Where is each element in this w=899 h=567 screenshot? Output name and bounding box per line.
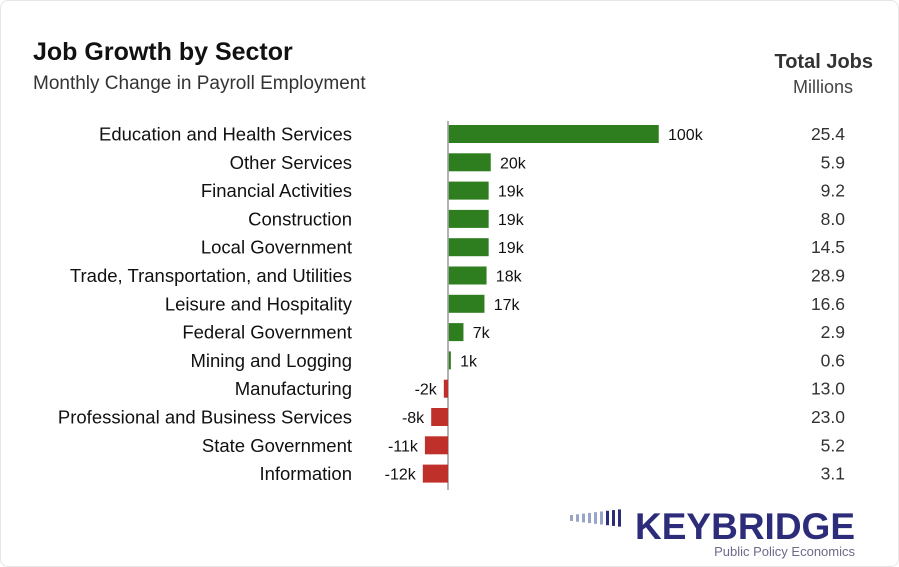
logo-stripes-icon <box>570 509 621 527</box>
logo-stripe <box>612 510 615 526</box>
bar <box>448 323 464 342</box>
category-label: Information <box>259 463 352 484</box>
total-jobs-unit: Millions <box>792 77 853 97</box>
labels-layer: Education and Health Services 100k 25.4 Oth… <box>58 124 845 485</box>
total-jobs-value: 8.0 <box>821 209 846 229</box>
bar <box>448 238 489 257</box>
value-label: 19k <box>498 212 525 229</box>
bars-layer <box>422 121 659 490</box>
logo-wordmark: KEYBRIDGE <box>635 506 855 547</box>
bar <box>443 379 448 398</box>
logo-stripe <box>588 512 591 524</box>
value-label: 19k <box>498 184 525 201</box>
category-label: Education and Health Services <box>99 124 352 145</box>
total-jobs-value: 5.2 <box>821 435 845 455</box>
category-label: Trade, Transportation, and Utilities <box>70 265 352 286</box>
total-jobs-value: 25.4 <box>811 124 845 144</box>
chart-subtitle: Monthly Change in Payroll Employment <box>33 73 366 94</box>
value-label: 100k <box>668 127 704 144</box>
keybridge-logo: KEYBRIDGE Public Policy Economics <box>570 506 855 559</box>
total-jobs-value: 28.9 <box>811 266 845 286</box>
value-label: 1k <box>460 353 478 370</box>
total-jobs-value: 2.9 <box>821 322 845 342</box>
bar <box>448 125 659 143</box>
total-jobs-value: 0.6 <box>821 350 845 370</box>
logo-stripe <box>594 512 597 524</box>
value-label: 19k <box>498 240 525 257</box>
bar <box>424 436 448 455</box>
category-label: Construction <box>248 208 352 229</box>
category-label: Federal Government <box>182 322 352 343</box>
value-label: -2k <box>415 382 438 399</box>
logo-stripe <box>606 510 609 526</box>
category-label: Financial Activities <box>201 180 352 201</box>
total-jobs-value: 14.5 <box>811 237 845 257</box>
total-jobs-value: 5.9 <box>821 152 845 172</box>
value-label: 17k <box>494 297 521 314</box>
total-jobs-value: 16.6 <box>811 294 845 314</box>
category-label: Manufacturing <box>235 378 352 399</box>
logo-stripe <box>600 511 603 525</box>
bar <box>448 153 491 172</box>
bar <box>448 351 451 370</box>
value-label: -8k <box>402 410 425 427</box>
bar <box>431 408 448 426</box>
bar <box>448 294 485 313</box>
logo-stripe <box>570 515 573 521</box>
logo-stripe <box>618 509 621 527</box>
value-label: -11k <box>388 438 419 455</box>
bar <box>448 266 487 285</box>
category-label: Mining and Logging <box>191 350 353 371</box>
bar <box>448 181 489 200</box>
value-label: -12k <box>385 467 417 484</box>
logo-tagline: Public Policy Economics <box>714 544 855 559</box>
bar <box>448 209 489 228</box>
chart-title: Job Growth by Sector <box>33 38 293 66</box>
value-label: 7k <box>473 325 491 342</box>
total-jobs-value: 3.1 <box>821 464 845 484</box>
total-jobs-value: 9.2 <box>821 181 845 201</box>
total-jobs-value: 23.0 <box>811 407 845 427</box>
category-label: Leisure and Hospitality <box>165 293 353 314</box>
category-label: Professional and Business Services <box>58 407 352 428</box>
logo-stripe <box>576 514 579 522</box>
logo-stripe <box>582 513 585 523</box>
bar <box>422 464 448 483</box>
value-label: 18k <box>496 269 523 286</box>
value-label: 20k <box>500 155 527 172</box>
category-label: Local Government <box>201 237 352 258</box>
total-jobs-value: 13.0 <box>811 379 845 399</box>
category-label: Other Services <box>230 152 352 173</box>
category-label: State Government <box>202 435 352 456</box>
total-jobs-title: Total Jobs <box>774 51 873 73</box>
